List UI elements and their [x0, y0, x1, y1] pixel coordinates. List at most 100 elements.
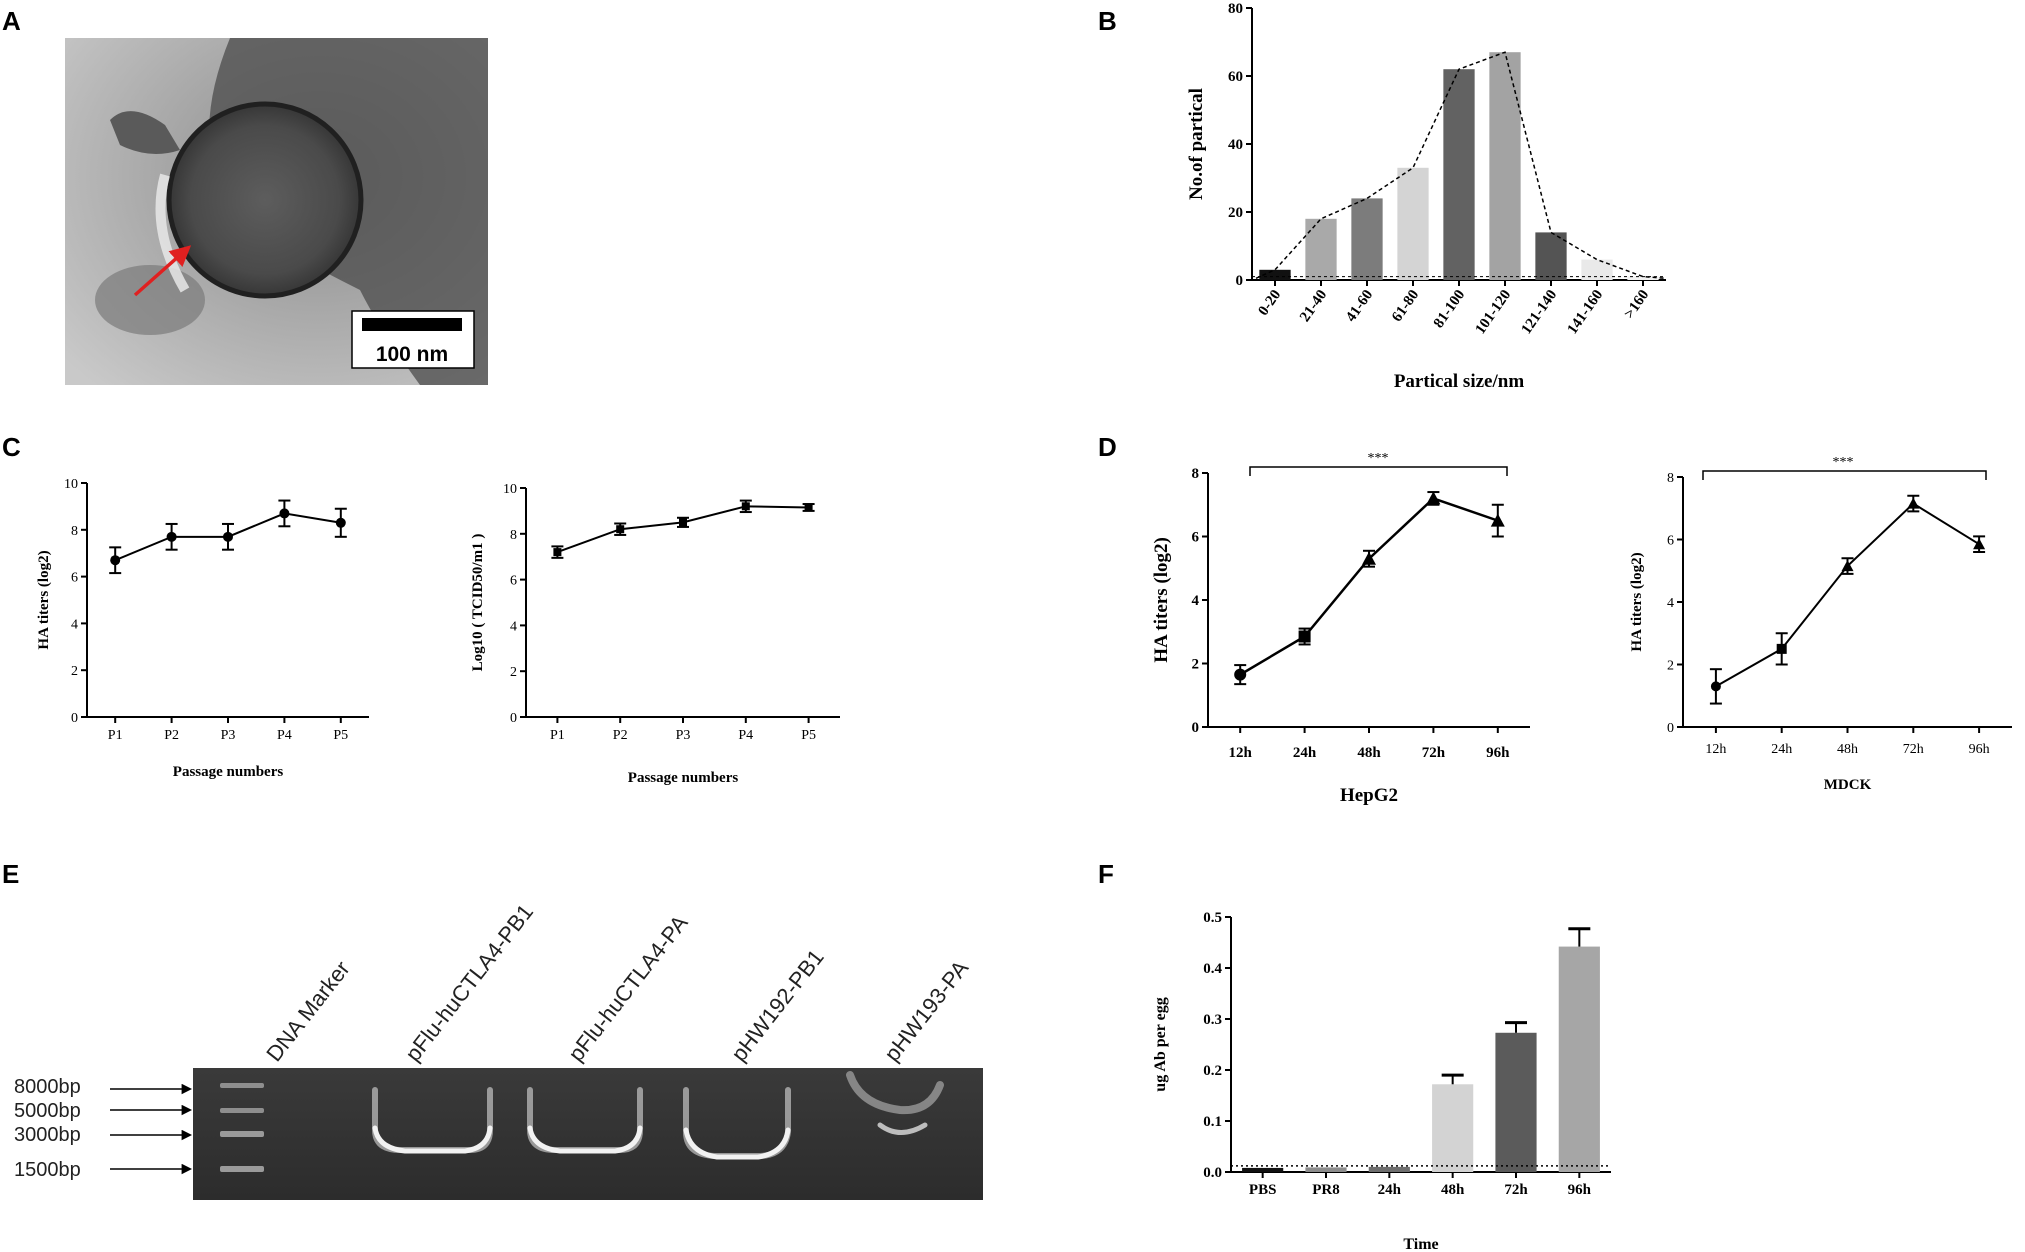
- bar: [1535, 232, 1567, 280]
- significance-stars: ***: [1833, 455, 1854, 470]
- data-point: [223, 531, 233, 542]
- y-tick-label: 2: [510, 665, 517, 680]
- gel-image: [193, 1068, 983, 1200]
- significance-bracket-mdck: ***: [1702, 455, 1987, 480]
- y-tick-label: 8: [1192, 466, 1200, 482]
- y-tick-label: 8: [71, 524, 78, 539]
- significance-bracket-hepg2: ***: [1249, 451, 1508, 476]
- x-axis-title: Passage numbers: [173, 764, 284, 780]
- x-tick-label: 48h: [1441, 1182, 1465, 1198]
- x-tick-label: 96h: [1568, 1182, 1592, 1198]
- y-axis-title: ug Ab per egg: [1152, 997, 1169, 1091]
- panel-letter-f: F: [1098, 859, 1114, 889]
- bar: [1581, 259, 1613, 280]
- data-point: [1362, 551, 1376, 565]
- x-tick-label: >160: [1621, 287, 1652, 322]
- y-tick-label: 0.1: [1203, 1114, 1222, 1130]
- x-tick-label: 41-60: [1343, 287, 1376, 325]
- y-axis-title: Log10 ( TCID50/m1 ): [470, 534, 486, 672]
- significance-stars: ***: [1368, 451, 1389, 466]
- y-tick-label: 0: [510, 711, 517, 726]
- x-tick-label: P5: [333, 728, 348, 743]
- y-tick-label: 0.2: [1203, 1063, 1222, 1079]
- x-axis-title: Partical size/nm: [1394, 371, 1524, 392]
- x-tick-label: 24h: [1293, 745, 1317, 761]
- x-tick-label: P2: [613, 728, 628, 743]
- data-point: [1841, 560, 1854, 572]
- chart-d-mdck: 0 2 4 6 8 12h 24h 48h 72h 96h MDCK HA titers (log2): [1629, 471, 2012, 793]
- y-tick-label: 20: [1228, 205, 1243, 221]
- bar: [1368, 1166, 1410, 1172]
- y-tick-label: 10: [503, 482, 517, 497]
- marker-label-1500bp: 1500bp: [14, 1159, 81, 1181]
- y-tick-label: 2: [1192, 657, 1200, 673]
- x-axis-title: Passage numbers: [628, 770, 739, 786]
- panel-letter-d: D: [1098, 432, 1117, 462]
- y-tick-label: 0: [1667, 721, 1674, 736]
- data-point: [553, 548, 562, 557]
- data-point: [1298, 630, 1311, 643]
- chart-f-antibody-per-egg: 0.0 0.1 0.2 0.3 0.4 0.5 PBS PR8 24h 48h 72h 96h Time…: [1152, 910, 1611, 1252]
- marker-arrow-icons: [110, 1083, 193, 1175]
- x-tick-label: 72h: [1903, 742, 1924, 757]
- data-point: [1710, 681, 1721, 692]
- y-tick-label: 4: [71, 617, 78, 632]
- marker-label-3000bp: 3000bp: [14, 1124, 81, 1146]
- data-point: [741, 502, 750, 511]
- bar: [1627, 276, 1659, 280]
- scale-bar-label: 100 nm: [376, 343, 448, 366]
- x-tick-label: 141-160: [1564, 287, 1606, 337]
- x-tick-label: P4: [738, 728, 753, 743]
- y-tick-label: 0.3: [1203, 1012, 1222, 1028]
- data-point: [110, 555, 121, 566]
- x-tick-label: 24h: [1771, 742, 1792, 757]
- virus-particle: [166, 101, 364, 299]
- x-tick-label: 96h: [1969, 742, 1990, 757]
- y-axis-title: No.of partical: [1186, 88, 1207, 200]
- data-point: [279, 508, 290, 519]
- lane-label: pFlu-huCTLA4-PA: [563, 910, 693, 1066]
- y-tick-label: 0: [1236, 273, 1244, 289]
- trend-line: [1255, 51, 1667, 280]
- particle-halo: [155, 173, 190, 293]
- x-tick-label: 48h: [1357, 745, 1381, 761]
- x-tick-label: P2: [164, 728, 179, 743]
- x-tick-label: 12h: [1229, 745, 1253, 761]
- bar: [1242, 1167, 1284, 1172]
- x-tick-label: 81-100: [1431, 287, 1468, 331]
- y-tick-label: 6: [1192, 530, 1200, 546]
- y-tick-label: 2: [1667, 659, 1674, 674]
- y-tick-label: 6: [71, 571, 78, 586]
- x-tick-label: P5: [801, 728, 816, 743]
- gel-bands: [372, 1071, 944, 1160]
- x-tick-label: 72h: [1422, 745, 1446, 761]
- x-tick-label: P3: [676, 728, 691, 743]
- panel-letter-e: E: [2, 859, 19, 889]
- x-tick-label: 21-40: [1297, 287, 1330, 325]
- micrograph-debris: [95, 265, 205, 335]
- bar: [1432, 1084, 1474, 1172]
- lane-label: DNA Marker: [261, 956, 354, 1066]
- data-point: [335, 517, 346, 528]
- x-tick-label: 24h: [1378, 1182, 1402, 1198]
- lane-label: pHW192-PB1: [726, 945, 829, 1066]
- x-tick-label: PBS: [1249, 1182, 1277, 1198]
- y-tick-label: 2: [71, 664, 78, 679]
- chart-b-particle-size-histogram: 0 20 40 60 80 0-20 21-40 41-60 61-80 81-100 101-12…: [1186, 1, 1667, 392]
- bar: [1558, 946, 1600, 1172]
- x-tick-label: 72h: [1504, 1182, 1528, 1198]
- x-axis-title: MDCK: [1824, 777, 1872, 793]
- x-tick-label: 101-120: [1472, 287, 1514, 337]
- y-axis-title: HA titers (log2): [1629, 552, 1645, 651]
- x-axis-title: Time: [1403, 1236, 1438, 1252]
- data-point: [616, 525, 625, 534]
- y-tick-label: 0.0: [1203, 1165, 1222, 1181]
- x-tick-label: P4: [277, 728, 292, 743]
- x-tick-label: 121-140: [1518, 287, 1560, 337]
- y-tick-label: 0.4: [1203, 961, 1222, 977]
- y-tick-label: 40: [1228, 137, 1243, 153]
- x-tick-label: 48h: [1837, 742, 1858, 757]
- data-point: [1234, 668, 1247, 681]
- bar: [1397, 167, 1429, 280]
